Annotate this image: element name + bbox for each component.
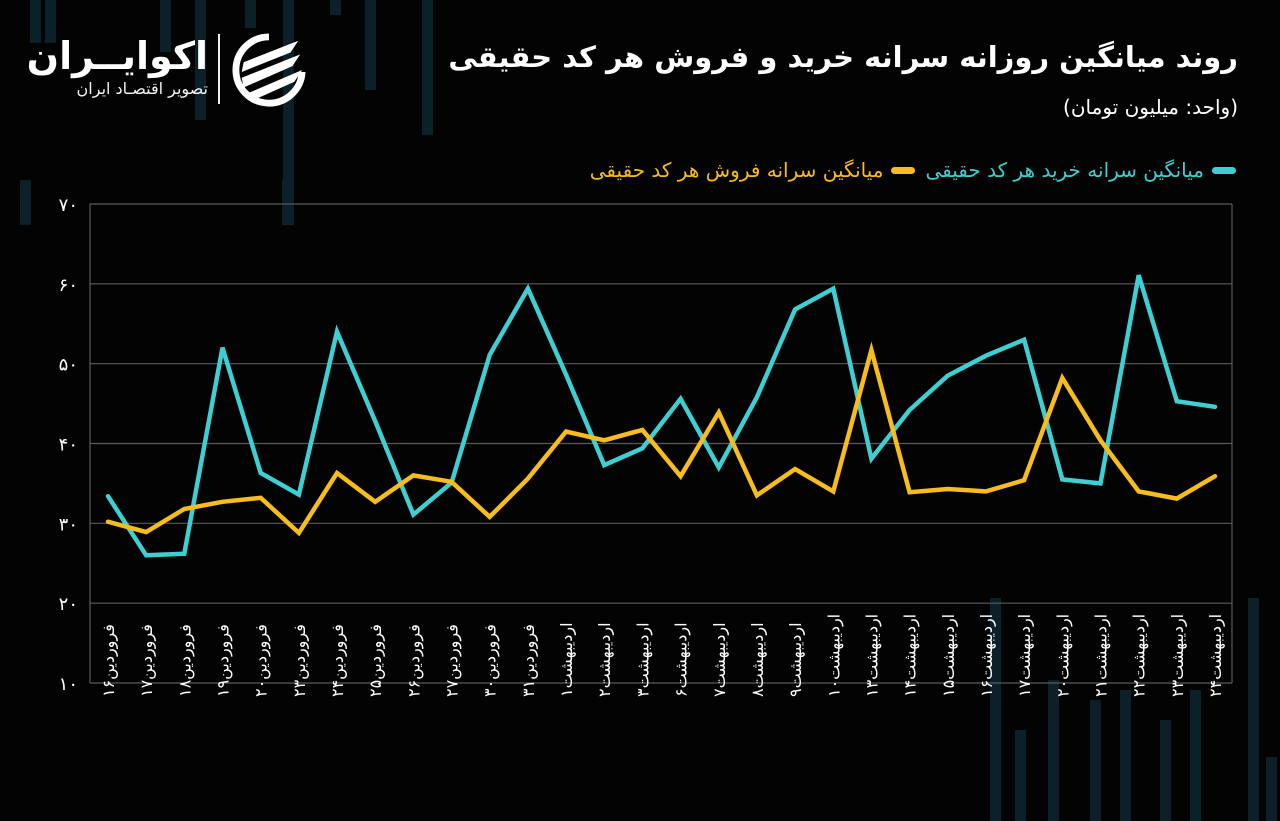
x-tick-label: فروردین۳۰ — [481, 624, 501, 697]
x-tick-label: اردیبهشت۸ — [748, 622, 768, 697]
chart-subtitle: (واحد: میلیون تومان) — [1063, 95, 1238, 119]
y-tick-label: ۷۰ — [59, 195, 78, 216]
logo-divider — [218, 34, 220, 104]
x-tick-label: اردیبهشت۱۴ — [901, 614, 921, 697]
x-tick-label: فروردین۲۰ — [252, 624, 272, 697]
x-tick-label: اردیبهشت۱۷ — [1015, 614, 1035, 697]
legend-label-sell: میانگین سرانه فروش هر کد حقیقی — [589, 158, 884, 182]
x-tick-label: اردیبهشت۱۵ — [939, 614, 959, 697]
x-tick-label: فروردین۲۳ — [290, 624, 310, 697]
x-tick-label: اردیبهشت۱۳ — [862, 614, 882, 697]
chart-legend: میانگین سرانه خرید هر کد حقیقی میانگین س… — [590, 158, 1236, 182]
x-tick-label: اردیبهشت۲۰ — [1053, 614, 1073, 697]
x-tick-label: اردیبهشت۱۰ — [824, 614, 844, 697]
y-tick-label: ۶۰ — [59, 275, 78, 296]
logo-mark-icon — [232, 33, 306, 107]
x-tick-label: فروردین۱۷ — [137, 624, 157, 697]
x-tick-label: اردیبهشت۱۶ — [977, 614, 997, 697]
x-tick-label: اردیبهشت۱ — [557, 622, 577, 697]
brand-logo: اکوایــران تصویر اقتصـاد ایران — [27, 30, 320, 110]
legend-swatch-buy — [1212, 166, 1236, 174]
x-tick-label: فروردین۲۷ — [443, 624, 463, 697]
legend-swatch-sell — [891, 166, 916, 174]
x-tick-label: اردیبهشت۷ — [710, 622, 730, 697]
x-tick-label: اردیبهشت۲۱ — [1091, 614, 1111, 697]
x-tick-label: فروردین۲۴ — [328, 624, 348, 697]
y-tick-label: ۲۰ — [59, 594, 78, 615]
x-tick-label: فروردین۳۱ — [519, 624, 539, 697]
series-line-buy — [105, 274, 1218, 558]
x-tick-label: اردیبهشت۲۳ — [1168, 614, 1188, 697]
y-tick-label: ۵۰ — [59, 355, 78, 376]
series-line-sell — [105, 341, 1218, 537]
y-tick-label: ۳۰ — [59, 514, 78, 535]
logo-name: اکوایــران — [26, 34, 208, 78]
legend-item-sell: میانگین سرانه فروش هر کد حقیقی — [590, 158, 916, 182]
x-tick-label: اردیبهشت۲۲ — [1130, 614, 1150, 697]
x-tick-label: فروردین۱۸ — [175, 624, 195, 697]
x-tick-label: فروردین۱۹ — [214, 624, 234, 697]
chart-title: روند میانگین روزانه سرانه خرید و فروش هر… — [448, 40, 1238, 74]
x-tick-label: فروردین۱۶ — [99, 624, 119, 697]
x-tick-label: اردیبهشت۹ — [786, 622, 806, 697]
x-tick-label: اردیبهشت۶ — [672, 622, 692, 697]
x-tick-label: اردیبهشت۲ — [595, 622, 615, 697]
logo-tagline: تصویر اقتصـاد ایران — [76, 79, 208, 98]
y-tick-label: ۴۰ — [59, 435, 78, 456]
x-tick-label: اردیبهشت۳ — [633, 622, 653, 697]
x-tick-label: اردیبهشت۲۴ — [1206, 614, 1226, 697]
y-tick-label: ۱۰ — [59, 674, 78, 695]
legend-label-buy: میانگین سرانه خرید هر کد حقیقی — [925, 158, 1204, 182]
x-tick-label: فروردین۲۵ — [366, 624, 386, 697]
x-tick-label: فروردین۲۶ — [404, 624, 424, 697]
legend-item-buy: میانگین سرانه خرید هر کد حقیقی — [925, 158, 1236, 182]
